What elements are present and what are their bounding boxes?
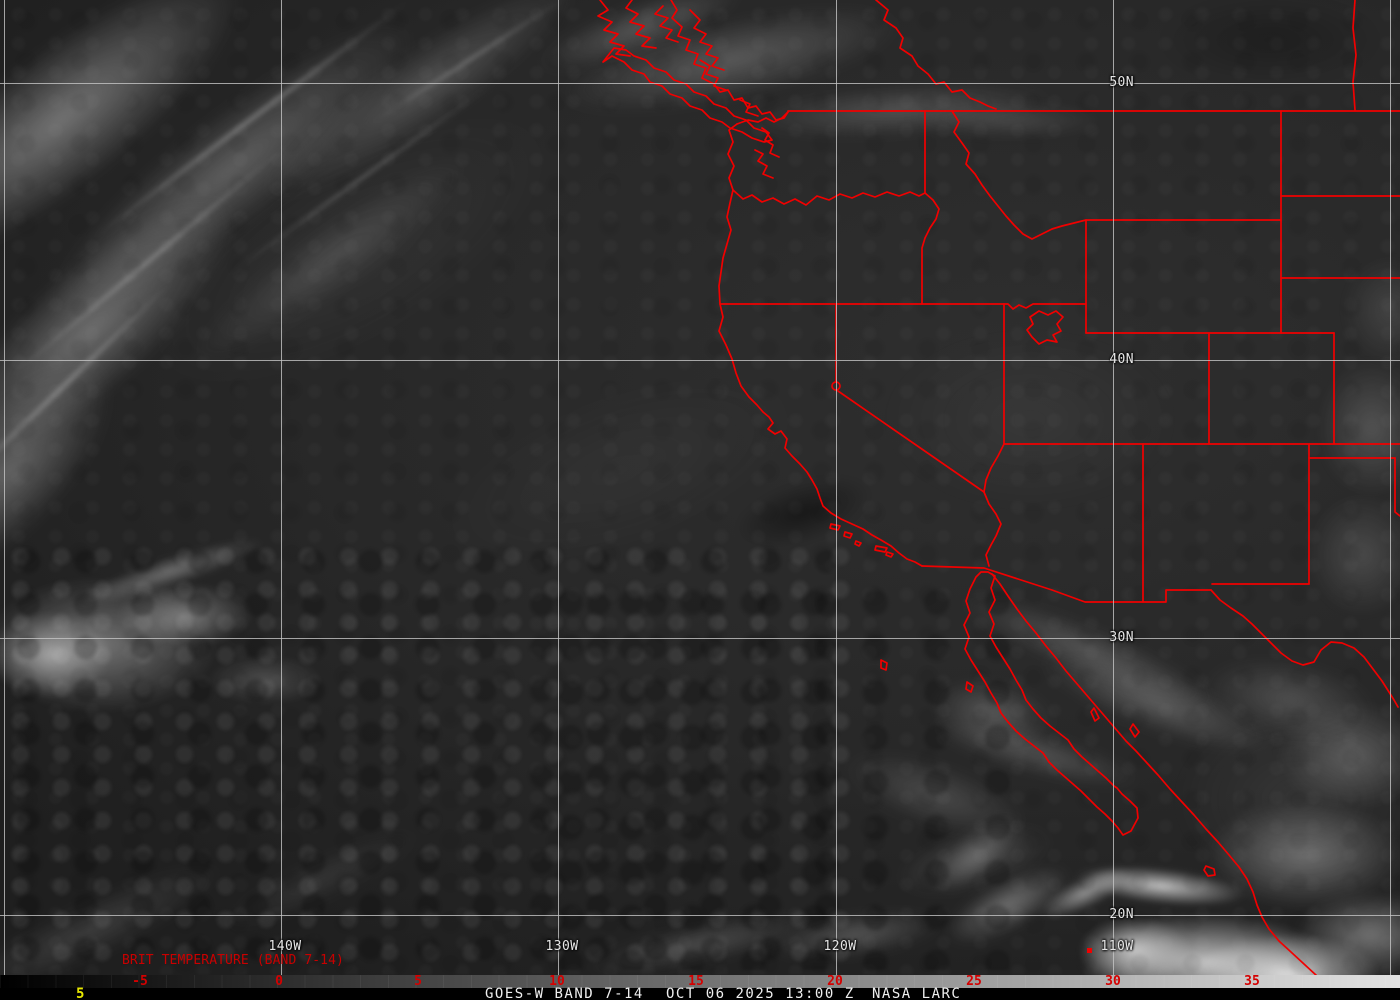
latitude-label: 40N xyxy=(1109,352,1134,367)
border-ca-az-colorado-river xyxy=(983,491,1002,567)
colorbar-tick-label: 0 xyxy=(275,974,283,989)
latitude-label: 50N xyxy=(1109,75,1134,90)
border-wa-or-columbia-river xyxy=(732,189,926,206)
colorbar-tick-label: 25 xyxy=(966,974,982,989)
status-bar: 5 GOES-W BAND 7-14 OCT 06 2025 13:00 Z N… xyxy=(0,986,1400,1000)
border-mt-id xyxy=(951,110,1087,240)
islas-marias-dot xyxy=(1087,948,1092,953)
channel-island xyxy=(854,540,862,547)
frame-counter: 5 xyxy=(76,986,86,1000)
coastline-puget-sound xyxy=(761,127,780,158)
channel-island xyxy=(885,551,894,558)
colorbar-tick-label: 35 xyxy=(1244,974,1260,989)
border-alberta-saskatchewan xyxy=(1352,0,1357,111)
border-nv-az-colorado-river xyxy=(983,443,1005,493)
colorbar-gradient xyxy=(0,975,1400,988)
graticule-meridian xyxy=(558,0,559,975)
graticule-parallel xyxy=(0,638,1400,639)
status-timestamp: OCT 06 2025 13:00 Z xyxy=(666,986,855,1000)
longitude-label: 140W xyxy=(268,939,302,954)
island-coastal xyxy=(1203,865,1216,877)
graticule-meridian xyxy=(4,0,5,975)
satellite-map: 50N 40N 30N 20N 140W 130W 120W 110W BRIT TEMPER… xyxy=(0,0,1400,975)
coastline-baja-california xyxy=(963,571,1139,836)
border-rio-grande xyxy=(1210,589,1399,708)
channel-island xyxy=(829,523,841,531)
longitude-label: 130W xyxy=(545,939,579,954)
graticule-meridian xyxy=(836,0,837,975)
graticule-meridian xyxy=(1390,0,1391,975)
colorbar-tick-label: 5 xyxy=(414,974,422,989)
great-salt-lake xyxy=(1026,310,1064,345)
graticule-meridian xyxy=(1113,0,1114,975)
coastline-british-columbia xyxy=(670,0,789,121)
map-boundaries-overlay xyxy=(597,0,1400,975)
channel-island xyxy=(843,531,853,539)
colorbar-tick-label: 10 xyxy=(549,974,565,989)
border-us-mexico-west xyxy=(921,565,1212,603)
channel-island xyxy=(874,545,888,553)
border-bc-alberta xyxy=(875,0,997,110)
island-angel-de-la-guarda xyxy=(1090,707,1100,722)
brightness-temperature-colorbar: -5 0 5 10 15 20 25 30 35 xyxy=(0,975,1400,988)
island-guadalupe xyxy=(880,659,888,671)
border-tx-ok-100w xyxy=(1394,457,1400,517)
colorbar-tick-label: -5 xyxy=(132,974,148,989)
graticule-meridian xyxy=(281,0,282,975)
latitude-label: 30N xyxy=(1109,630,1134,645)
graticule-parallel xyxy=(0,915,1400,916)
longitude-label: 110W xyxy=(1100,939,1134,954)
island-cedros xyxy=(965,681,974,693)
border-ca-nv-diagonal xyxy=(837,390,985,493)
border-or-id xyxy=(921,192,940,305)
latitude-label: 20N xyxy=(1109,907,1134,922)
border-42n xyxy=(719,303,1087,310)
colorbar-tick-label: 15 xyxy=(688,974,704,989)
graticule-parallel xyxy=(0,83,1400,84)
longitude-label: 120W xyxy=(823,939,857,954)
coastline-us-west xyxy=(718,123,923,567)
ocean-background xyxy=(0,0,1400,975)
colorbar-tick-label: 20 xyxy=(827,974,843,989)
island-tiburon xyxy=(1129,723,1140,738)
graticule-parallel xyxy=(0,360,1400,361)
status-source: NASA LARC xyxy=(872,986,962,1000)
status-product-name: GOES-W BAND 7-14 xyxy=(485,986,644,1000)
coastline-vancouver-island xyxy=(602,47,773,143)
product-label: BRIT TEMPERATURE (BAND 7-14) xyxy=(122,953,344,968)
coastline-mexico-mainland xyxy=(991,573,1318,975)
colorbar-tick-label: 30 xyxy=(1105,974,1121,989)
